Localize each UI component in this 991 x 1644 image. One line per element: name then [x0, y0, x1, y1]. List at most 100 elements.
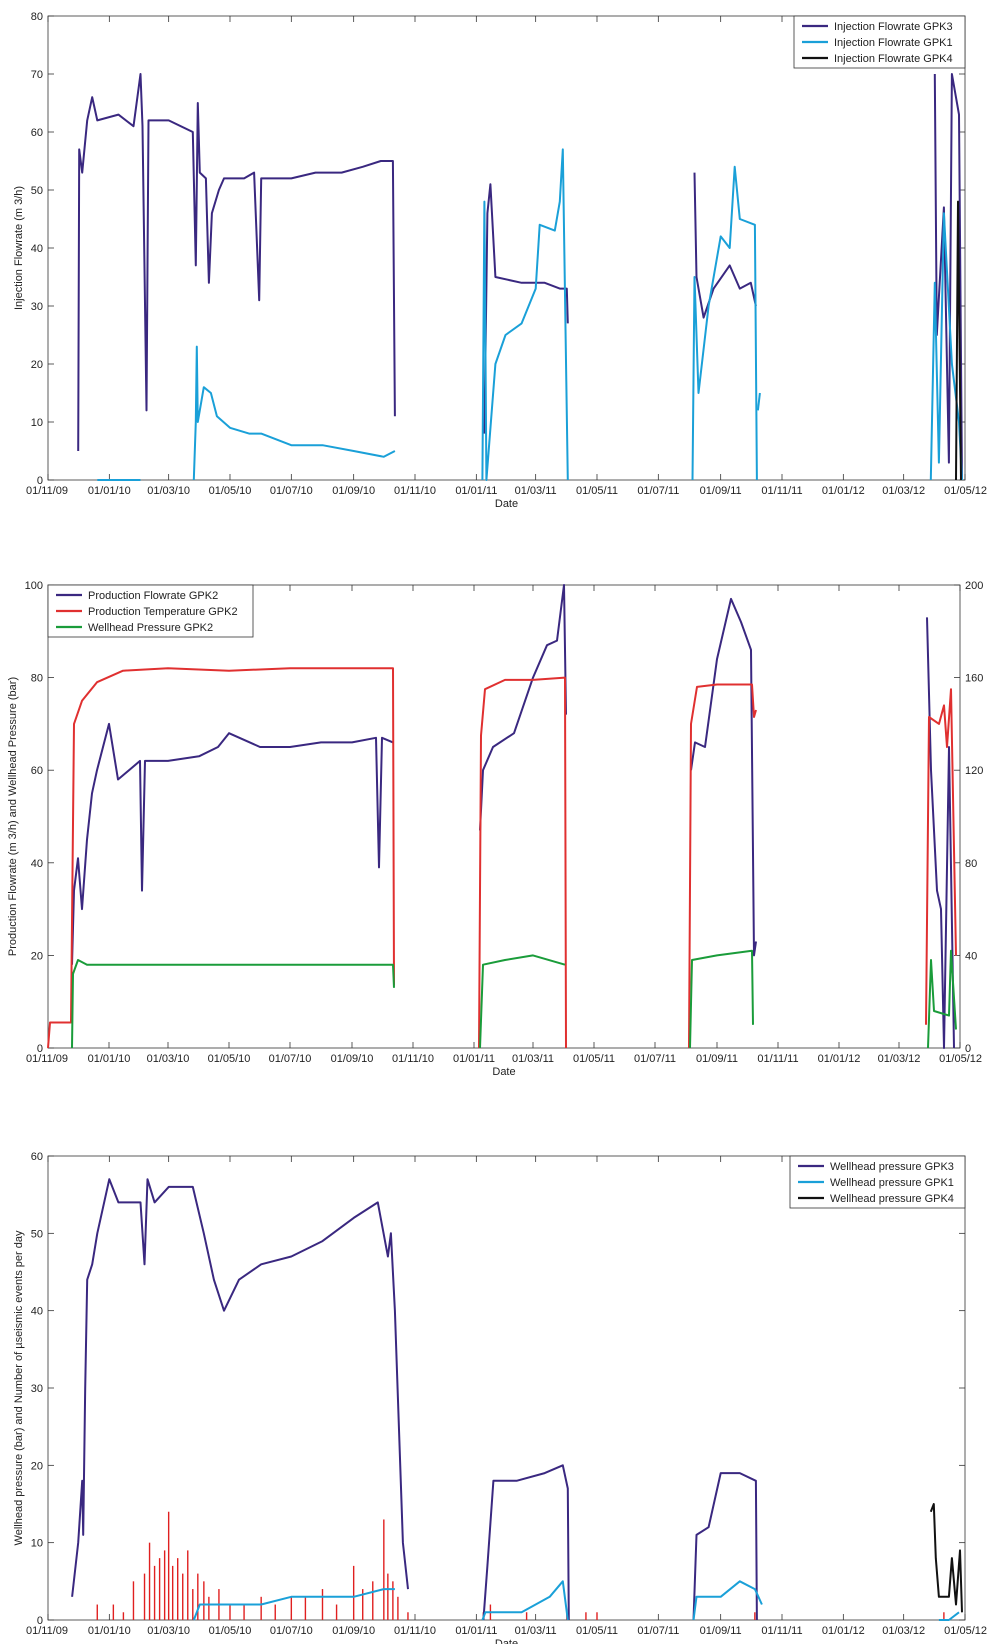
x-tick-label: 01/01/10: [88, 485, 131, 497]
plot-frame: [47, 15, 966, 481]
x-axis-label: Date: [495, 498, 518, 510]
legend-entry: Production Temperature GPK2: [88, 606, 238, 618]
x-tick-label: 01/03/12: [878, 1053, 921, 1065]
x-tick-label: 01/05/12: [939, 1053, 982, 1065]
legend-entry: Wellhead pressure GPK4: [830, 1193, 954, 1205]
y-tick-label: 40: [31, 1306, 43, 1318]
x-tick-label: 01/09/10: [331, 1053, 374, 1065]
x-tick-label: 01/07/10: [270, 1625, 313, 1637]
series-line-wellhead-pressure-gpk1: [192, 1588, 395, 1621]
y-tick-label: 70: [31, 69, 43, 81]
x-tick-label: 01/01/11: [455, 1625, 497, 1637]
legend-entry: Wellhead Pressure GPK2: [88, 622, 213, 634]
x-tick-label: 01/09/10: [332, 485, 375, 497]
x-tick-label: 01/09/11: [700, 1625, 742, 1637]
series-line-production-flowrate-gpk2: [71, 722, 394, 965]
x-tick-label: 01/05/11: [576, 1625, 618, 1637]
series-line-wellhead-pressure-gpk2: [71, 959, 395, 1049]
x-tick-label: 01/11/10: [394, 1625, 436, 1637]
series-line-wellhead-pressure-gpk4: [929, 1503, 963, 1613]
y-tick-label: 40: [31, 243, 43, 255]
x-tick-label: 01/05/12: [944, 1625, 987, 1637]
x-tick-label: 01/03/11: [515, 1625, 557, 1637]
series-line-production-flowrate-gpk2: [479, 584, 567, 831]
x-tick-label: 01/07/10: [269, 1053, 312, 1065]
series-line-wellhead-pressure-gpk1: [692, 1580, 763, 1621]
series-line-production-temperature-gpk2: [688, 683, 757, 1049]
x-tick-label: 01/11/11: [757, 1053, 798, 1065]
series-line-injection-flowrate-gpk1: [756, 392, 761, 411]
y-tick-label: 30: [31, 1383, 43, 1395]
x-tick-label: 01/05/11: [576, 485, 618, 497]
x-tick-label: 01/11/09: [26, 485, 68, 497]
series-line-wellhead-pressure-gpk1: [938, 1611, 960, 1621]
y2-tick-label: 200: [965, 580, 983, 592]
x-tick-label: 01/03/10: [147, 1053, 190, 1065]
y2-tick-label: 160: [965, 673, 983, 685]
series-line-production-temperature-gpk2: [925, 688, 957, 1025]
x-tick-label: 01/05/10: [209, 485, 252, 497]
x-tick-label: 01/03/10: [147, 485, 190, 497]
y-tick-label: 0: [37, 1615, 43, 1627]
x-tick-label: 01/09/10: [332, 1625, 375, 1637]
y2-tick-label: 0: [965, 1043, 971, 1055]
x-tick-label: 01/01/12: [822, 485, 865, 497]
x-tick-label: 01/05/10: [208, 1053, 251, 1065]
series-line-wellhead-pressure-gpk1: [481, 1580, 569, 1621]
y-tick-label: 10: [31, 1538, 43, 1550]
series-line-injection-flowrate-gpk1: [691, 165, 758, 481]
x-tick-label: 01/03/10: [147, 1625, 190, 1637]
y-tick-label: 100: [25, 580, 43, 592]
series-line-production-flowrate-gpk2: [690, 597, 757, 957]
x-tick-label: 01/11/10: [394, 485, 436, 497]
x-axis-label: Date: [495, 1638, 518, 1644]
y-tick-label: 60: [31, 127, 43, 139]
series-line-injection-flowrate-gpk1: [481, 148, 569, 481]
y2-tick-label: 40: [965, 950, 977, 962]
x-tick-label: 01/11/10: [392, 1053, 434, 1065]
x-tick-label: 01/05/12: [944, 485, 987, 497]
x-tick-label: 01/05/11: [573, 1053, 615, 1065]
x-tick-label: 01/03/11: [512, 1053, 554, 1065]
series-line-injection-flowrate-gpk3: [77, 73, 396, 452]
x-tick-label: 01/05/10: [209, 1625, 252, 1637]
y-axis-label: Wellhead pressure (bar) and Number of µs…: [13, 1230, 25, 1545]
x-tick-label: 01/03/11: [515, 485, 557, 497]
y-tick-label: 80: [31, 11, 43, 23]
y-axis-label: Injection Flowrate (m 3/h): [13, 186, 25, 310]
series-line-wellhead-pressure-gpk2: [689, 949, 754, 1049]
x-tick-label: 01/01/12: [818, 1053, 861, 1065]
series-line-production-flowrate-gpk2: [926, 617, 955, 1049]
x-tick-label: 01/11/09: [26, 1053, 68, 1065]
legend-entry: Production Flowrate GPK2: [88, 590, 218, 602]
x-axis-label: Date: [492, 1066, 515, 1078]
y2-tick-label: 80: [965, 858, 977, 870]
y-tick-label: 20: [31, 1460, 43, 1472]
chart-wellhead-pressure: 0 10 20 30 40 50 60 01/11/09 01/01/10 01/03/10 01/…: [13, 1151, 987, 1644]
y-tick-label: 30: [31, 301, 43, 313]
chart-production-flowrate: 0 20 40 60 80 100 0 40 80 120 160 200 01/11/09 01/01/…: [7, 580, 983, 1078]
plot-frame: [47, 1155, 966, 1621]
legend-entry: Injection Flowrate GPK4: [834, 53, 953, 65]
series-line-wellhead-pressure-gpk3: [692, 1472, 758, 1621]
x-tick-label: 01/11/09: [26, 1625, 68, 1637]
series-line-injection-flowrate-gpk3: [483, 183, 569, 434]
legend-entry: Wellhead pressure GPK3: [830, 1161, 954, 1173]
y2-tick-label: 120: [965, 765, 983, 777]
y-tick-label: 10: [31, 417, 43, 429]
x-tick-label: 01/09/11: [700, 485, 742, 497]
y-tick-label: 50: [31, 1228, 43, 1240]
y-tick-label: 50: [31, 185, 43, 197]
x-tick-label: 01/07/11: [637, 485, 679, 497]
x-tick-label: 01/01/10: [88, 1053, 131, 1065]
x-tick-label: 01/01/11: [453, 1053, 495, 1065]
x-tick-label: 01/03/12: [882, 1625, 925, 1637]
series-line-injection-flowrate-gpk3: [693, 172, 757, 319]
y-tick-label: 60: [31, 1151, 43, 1163]
x-tick-label: 01/11/11: [761, 1625, 802, 1637]
y-tick-label: 0: [37, 1043, 43, 1055]
y-axis-label: Production Flowrate (m 3/h) and Wellhead…: [7, 677, 19, 956]
y-tick-label: 80: [31, 673, 43, 685]
y-tick-label: 20: [31, 359, 43, 371]
